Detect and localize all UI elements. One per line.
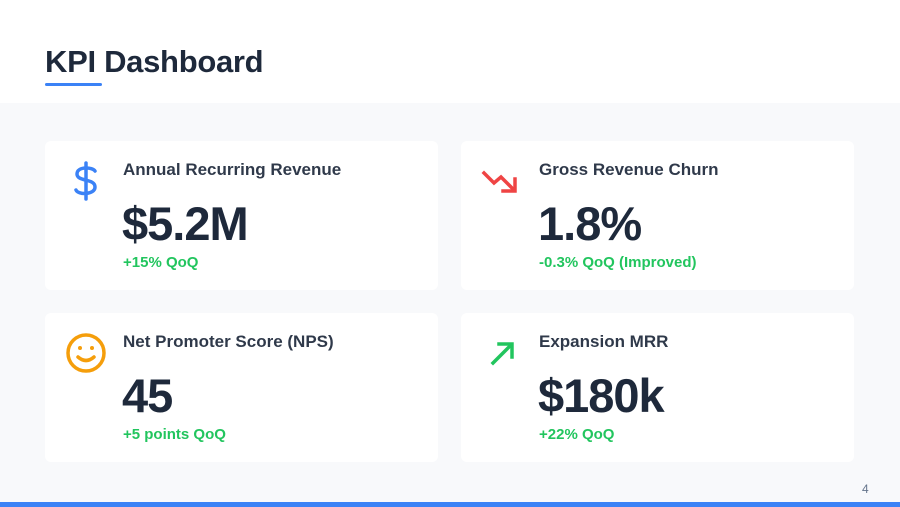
trending-down-icon bbox=[481, 170, 517, 193]
page-number: 4 bbox=[862, 482, 869, 496]
kpi-card-nps: Net Promoter Score (NPS) 45 +5 points Qo… bbox=[45, 313, 438, 462]
dollar-icon bbox=[74, 161, 97, 201]
kpi-value: 1.8% bbox=[538, 197, 642, 250]
kpi-change: +5 points QoQ bbox=[123, 426, 226, 443]
kpi-change: +15% QoQ bbox=[123, 254, 199, 271]
arrow-up-right-icon bbox=[490, 342, 514, 366]
title-underline bbox=[45, 83, 102, 86]
kpi-title: Gross Revenue Churn bbox=[539, 160, 719, 179]
header: KPI Dashboard bbox=[0, 0, 900, 103]
smiley-icon bbox=[66, 333, 106, 373]
kpi-card-expansion: Expansion MRR $180k +22% QoQ bbox=[461, 313, 854, 462]
kpi-value: $5.2M bbox=[122, 197, 249, 250]
kpi-title: Annual Recurring Revenue bbox=[123, 160, 342, 179]
kpi-change: -0.3% QoQ (Improved) bbox=[539, 254, 697, 271]
page-title: KPI Dashboard bbox=[45, 44, 264, 79]
kpi-title: Net Promoter Score (NPS) bbox=[123, 332, 334, 351]
bottom-accent-bar bbox=[0, 502, 900, 507]
kpi-card-churn: Gross Revenue Churn 1.8% -0.3% QoQ (Impr… bbox=[461, 141, 854, 290]
kpi-title: Expansion MRR bbox=[539, 332, 669, 351]
kpi-card-arr: Annual Recurring Revenue $5.2M +15% QoQ bbox=[45, 141, 438, 290]
kpi-value: 45 bbox=[122, 369, 173, 422]
kpi-change: +22% QoQ bbox=[539, 426, 615, 443]
kpi-value: $180k bbox=[538, 369, 665, 422]
